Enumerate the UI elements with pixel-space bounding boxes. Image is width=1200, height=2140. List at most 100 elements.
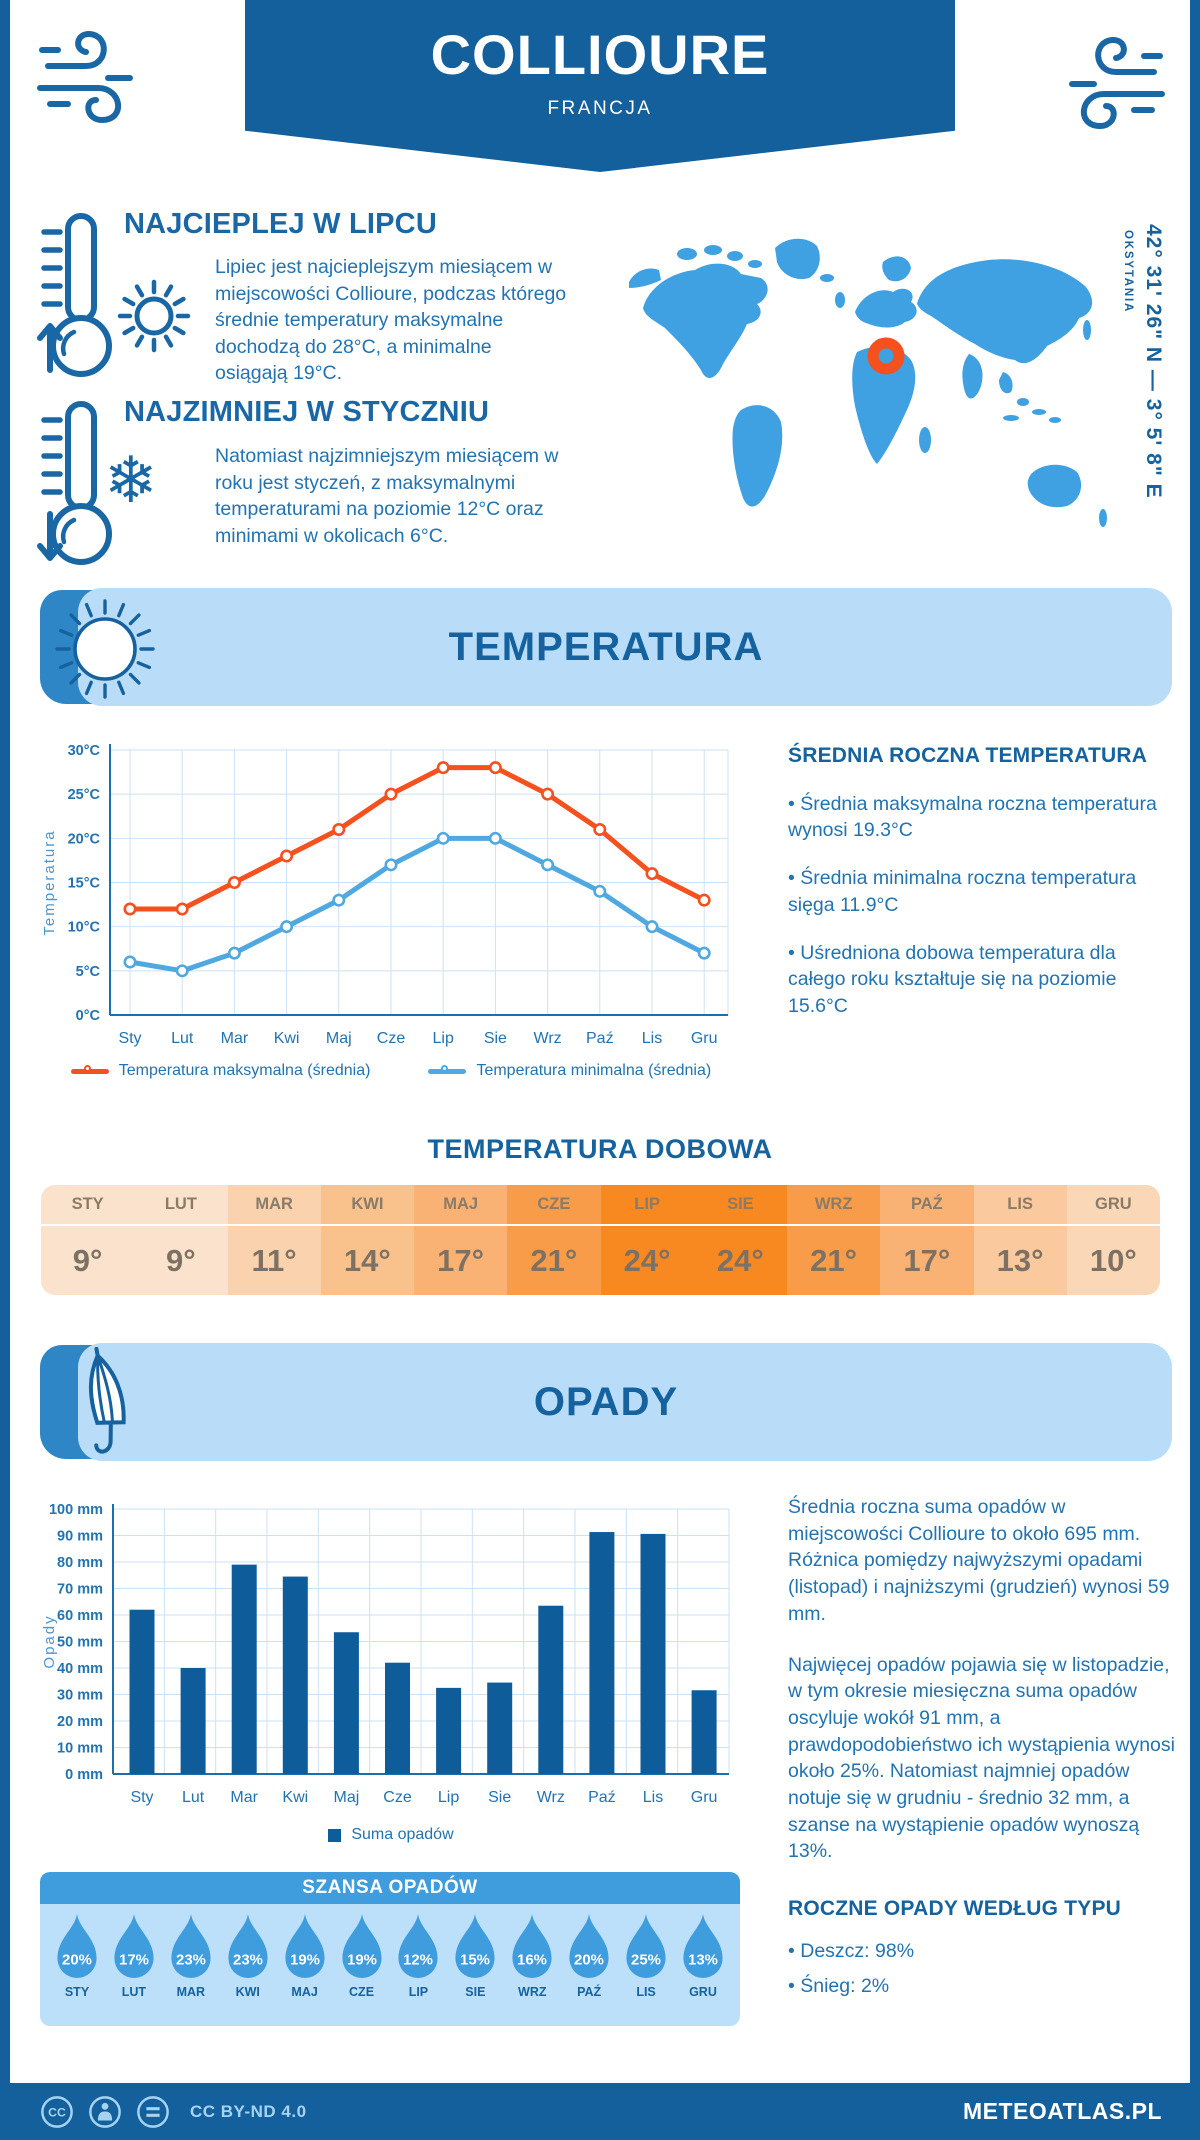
daily-temp-month: LIS — [973, 1185, 1067, 1226]
data-point — [280, 920, 294, 934]
raindrop-icon: 17% — [114, 1914, 154, 1978]
warmest-text: Lipiec jest najcieplejszym miesiącem w m… — [215, 256, 567, 385]
precipitation-panel: Średnia roczna suma opadów w miejscowośc… — [788, 1494, 1178, 2020]
region-label: OKSYTANIA — [1122, 230, 1134, 314]
svg-text:10 mm: 10 mm — [57, 1741, 103, 1757]
rain-chance-value: 19% — [290, 1952, 320, 1969]
raindrop-icon: 16% — [512, 1914, 552, 1978]
legend-label: Suma opadów — [351, 1826, 454, 1843]
person-icon — [89, 2095, 121, 2128]
svg-text:0 mm: 0 mm — [65, 1767, 103, 1783]
legend-label: Temperatura maksymalna (średnia) — [118, 1062, 371, 1079]
svg-text:30°C: 30°C — [68, 743, 101, 759]
daily-temp-value: 21° — [507, 1226, 601, 1295]
svg-text:Lut: Lut — [182, 1789, 205, 1806]
bullet: • Średnia minimalna roczna temperatura s… — [788, 867, 1137, 916]
svg-text:Paź: Paź — [586, 1030, 614, 1047]
raindrop-icon: 19% — [285, 1914, 325, 1978]
bar-swatch — [328, 1828, 342, 1842]
rain-chance-value: 17% — [119, 1952, 149, 1969]
rain-chance-title: SZANSA OPADÓW — [40, 1872, 740, 1904]
rain-chance-month: WRZ — [518, 1985, 547, 1999]
daily-temp-value: 17° — [880, 1226, 974, 1295]
legend-label: Temperatura minimalna (średnia) — [476, 1062, 712, 1079]
rain-chance-item: 16% WRZ — [505, 1912, 559, 2026]
daily-temp-month: PAŹ — [880, 1185, 974, 1226]
footer: CC CC BY-ND 4.0 METEOATLAS.PL — [0, 2083, 1200, 2140]
svg-text:Maj: Maj — [326, 1030, 352, 1047]
raindrop-icon: 20% — [57, 1914, 97, 1978]
raindrop-icon: 20% — [569, 1914, 609, 1978]
daily-temp-value: 21° — [787, 1226, 881, 1295]
sun-banner-icon — [55, 599, 155, 699]
precipitation-type-title: ROCZNE OPADY WEDŁUG TYPU — [788, 1897, 1122, 1921]
data-point — [227, 876, 241, 890]
rain-chance-month: CZE — [349, 1985, 375, 1999]
svg-text:Mar: Mar — [230, 1789, 258, 1806]
rain-chance-month: LUT — [121, 1985, 147, 1999]
svg-text:25°C: 25°C — [68, 787, 101, 803]
license-label: CC BY-ND 4.0 — [190, 2101, 307, 2121]
data-point — [436, 831, 450, 845]
svg-text:Opady: Opady — [41, 1614, 58, 1668]
svg-text:Gru: Gru — [691, 1789, 718, 1806]
temperature-line-chart: 0°C 5°C 10°C 15°C 20°C 25°C 30°C Sty Lut Mar Kwi Ma… — [41, 743, 729, 1047]
rain-chance-value: 13% — [688, 1952, 718, 1969]
data-point — [593, 884, 607, 898]
daily-temp-month: MAR — [227, 1185, 321, 1226]
raindrop-icon: 23% — [228, 1914, 268, 1978]
svg-text:Maj: Maj — [334, 1789, 360, 1806]
page-title: COLLIOURE — [430, 23, 770, 86]
daily-temp-month: SIE — [693, 1185, 787, 1226]
bullet: • Deszcz: 98% — [788, 1939, 915, 1962]
precipitation-paragraph: Najwięcej opadów pojawia się w listopadz… — [788, 1653, 1175, 1863]
svg-text:20°C: 20°C — [68, 831, 101, 847]
wind-icon — [37, 31, 133, 124]
data-point — [175, 964, 189, 978]
raindrop-icon: 23% — [171, 1914, 211, 1978]
svg-text:Temperatura: Temperatura — [41, 829, 58, 935]
svg-text:90 mm: 90 mm — [57, 1529, 103, 1545]
data-point — [697, 893, 711, 907]
rain-chance-item: 19% MAJ — [278, 1912, 332, 2026]
svg-text:70 mm: 70 mm — [57, 1582, 103, 1598]
daily-temp-value: 13° — [973, 1226, 1067, 1295]
rain-chance-item: 23% KWI — [221, 1912, 275, 2026]
rain-chance-value: 20% — [574, 1952, 604, 1969]
rain-chance-value: 19% — [347, 1952, 377, 1969]
precipitation-section-title: OPADY — [533, 1380, 679, 1424]
bar — [282, 1576, 308, 1774]
data-point — [175, 902, 189, 916]
data-point — [332, 893, 346, 907]
license-block: CC CC BY-ND 4.0 — [40, 2083, 307, 2140]
daily-temp-value: 24° — [600, 1226, 694, 1295]
continents — [629, 238, 1107, 527]
bar — [589, 1532, 615, 1774]
precipitation-legend: Suma opadów — [38, 1826, 744, 1844]
data-point — [541, 787, 555, 801]
daily-temp-month: KWI — [320, 1185, 414, 1226]
data-point — [541, 858, 555, 872]
raindrop-icon: 15% — [455, 1914, 495, 1978]
svg-text:50 mm: 50 mm — [57, 1635, 103, 1651]
data-point — [436, 761, 450, 775]
data-point — [488, 831, 502, 845]
bar — [691, 1690, 717, 1774]
banner-body — [78, 588, 1172, 706]
rain-chance-month: MAJ — [291, 1985, 318, 1999]
svg-text:Kwi: Kwi — [282, 1789, 308, 1806]
series-line — [127, 765, 707, 912]
svg-text:Lis: Lis — [642, 1030, 662, 1047]
svg-text:Sie: Sie — [484, 1030, 507, 1047]
rain-chance-item: 20% PAŹ — [562, 1912, 616, 2026]
page-subtitle: FRANCJA — [547, 98, 653, 119]
rain-chance-value: 12% — [404, 1952, 434, 1969]
data-point — [645, 867, 659, 881]
raindrop-icon: 13% — [683, 1914, 723, 1978]
svg-text:40 mm: 40 mm — [57, 1661, 103, 1677]
svg-text:Sie: Sie — [488, 1789, 511, 1806]
legend-item-max: Temperatura maksymalna (średnia) — [70, 1062, 371, 1080]
daily-temp-month: WRZ — [787, 1185, 881, 1226]
rain-chance-month: SIE — [465, 1985, 486, 1999]
svg-text:5°C: 5°C — [76, 964, 101, 980]
